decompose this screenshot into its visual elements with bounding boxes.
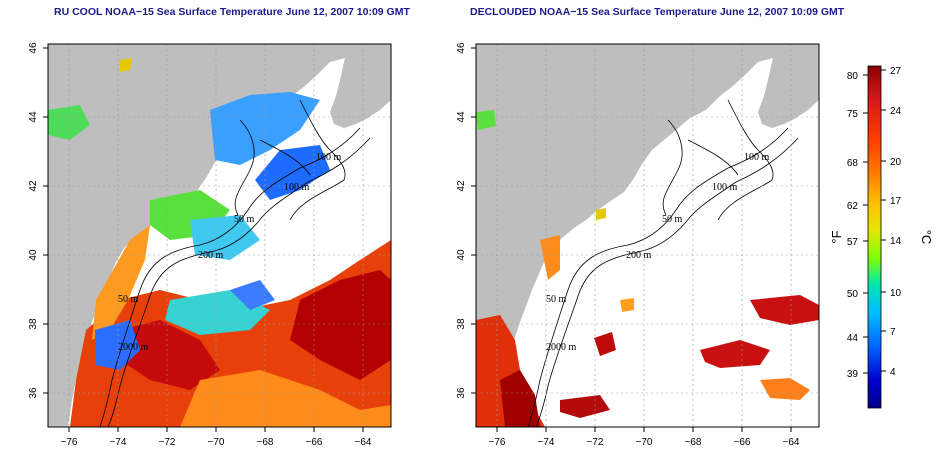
celsius-tick: 10 <box>890 288 902 299</box>
celsius-label: °C <box>919 230 934 245</box>
contour-label: 2000 m <box>546 342 577 353</box>
cool-water-patch <box>210 92 320 165</box>
lat-tick-label: 40 <box>28 249 39 261</box>
lon-tick-label: −66 <box>306 437 323 448</box>
orange-water-patch <box>540 235 560 280</box>
fahrenheit-tick: 44 <box>847 333 859 344</box>
yellow-water-patch <box>596 208 606 220</box>
contour-label: 100 m <box>744 152 770 163</box>
temperature-colorbar: 80 75 68 62 57 50 44 39 27 24 20 17 14 1… <box>829 65 934 409</box>
contour-label: 200 m <box>198 250 224 261</box>
graticule <box>48 44 391 427</box>
lat-tick-label: 36 <box>28 387 39 399</box>
lon-tick-label: −68 <box>257 437 274 448</box>
nova-scotia-land <box>330 58 391 128</box>
bathymetry-contours <box>99 99 371 427</box>
contour-label: 100 m <box>712 182 738 193</box>
contour-label: 50 m <box>118 294 139 305</box>
celsius-tick: 7 <box>890 327 896 338</box>
lat-tick-label: 44 <box>456 111 467 123</box>
lat-tick-label: 46 <box>456 42 467 54</box>
hot-water-patch <box>700 340 770 368</box>
hot-water-patch <box>750 295 819 325</box>
hot-water-patch <box>500 370 540 427</box>
fahrenheit-tick: 57 <box>847 237 859 248</box>
right-map-title: DECLOUDED NOAA−15 Sea Surface Temperatur… <box>470 6 845 18</box>
contour-label: 50 m <box>662 214 683 225</box>
lat-tick-label: 42 <box>28 180 39 192</box>
map-frame <box>475 43 820 428</box>
lat-tick-label: 38 <box>456 318 467 330</box>
lat-tick-label: 36 <box>456 387 467 399</box>
slope-water <box>92 225 150 340</box>
fahrenheit-label: °F <box>829 230 844 243</box>
fahrenheit-tick: 75 <box>847 109 859 120</box>
colorbar-gradient <box>867 65 882 409</box>
celsius-tick: 17 <box>890 196 902 207</box>
lat-tick-label: 42 <box>456 180 467 192</box>
bathymetry-contours <box>527 99 799 427</box>
right-sst-map: 100 m 100 m 50 m 200 m 50 m 2000 m −76 −… <box>456 42 820 448</box>
celsius-tick: 14 <box>890 236 902 247</box>
orange-water-patch <box>620 298 634 312</box>
lon-tick-label: −66 <box>734 437 751 448</box>
yellow-water-patch <box>120 58 132 72</box>
blue-water-patch <box>230 280 275 310</box>
hot-water-patch <box>120 320 220 390</box>
land-mass <box>476 44 819 427</box>
lon-tick-label: −72 <box>587 437 604 448</box>
celsius-tick: 20 <box>890 157 902 168</box>
lat-tick-label: 40 <box>456 249 467 261</box>
lon-tick-label: −70 <box>636 437 653 448</box>
contour-label: 100 m <box>316 152 342 163</box>
contour-label: 2000 m <box>118 342 149 353</box>
contour-label: 200 m <box>626 250 652 261</box>
lon-tick-label: −72 <box>159 437 176 448</box>
green-water-patch <box>48 105 90 140</box>
orange-water-patch <box>180 370 391 427</box>
lon-tick-label: −74 <box>538 437 555 448</box>
graticule <box>476 44 819 427</box>
lon-tick-label: −74 <box>110 437 127 448</box>
lat-tick-label: 38 <box>28 318 39 330</box>
lat-tick-label: 46 <box>28 42 39 54</box>
lon-tick-label: −70 <box>208 437 225 448</box>
lat-tick-label: 44 <box>28 111 39 123</box>
celsius-tick: 24 <box>890 106 902 117</box>
contour-label: 50 m <box>234 214 255 225</box>
land-mass <box>48 44 391 427</box>
nova-scotia-land <box>758 58 819 128</box>
lon-tick-label: −64 <box>355 437 372 448</box>
fahrenheit-tick: 50 <box>847 289 859 300</box>
lon-tick-label: −68 <box>685 437 702 448</box>
hot-water-patch <box>290 270 391 380</box>
hot-water-patch <box>594 332 616 356</box>
map-frame <box>47 43 392 428</box>
cyan-water-patch <box>190 215 260 260</box>
fahrenheit-tick: 39 <box>847 369 859 380</box>
hot-water-patch <box>560 395 610 418</box>
contour-label: 100 m <box>284 182 310 193</box>
celsius-tick: 4 <box>890 367 896 378</box>
celsius-tick: 27 <box>890 66 902 77</box>
fahrenheit-tick: 80 <box>847 71 859 82</box>
left-map-title: RU COOL NOAA−15 Sea Surface Temperature … <box>54 6 410 18</box>
contour-label: 50 m <box>546 294 567 305</box>
lon-tick-label: −76 <box>61 437 78 448</box>
fahrenheit-tick: 62 <box>847 201 859 212</box>
warm-water-band <box>70 240 391 427</box>
green-water-patch <box>476 110 496 130</box>
fahrenheit-tick: 68 <box>847 158 859 169</box>
orange-water-patch <box>760 378 810 400</box>
left-sst-map: 100 m 100 m 50 m 200 m 50 m 2000 m −76 −… <box>28 42 392 448</box>
lon-tick-label: −64 <box>783 437 800 448</box>
lon-tick-label: −76 <box>489 437 506 448</box>
